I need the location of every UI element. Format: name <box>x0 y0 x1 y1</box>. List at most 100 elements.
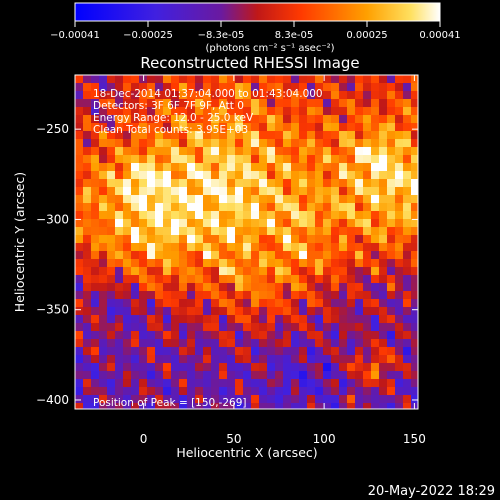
heatmap-cell <box>403 195 412 204</box>
heatmap-cell <box>355 339 364 348</box>
heatmap-cell <box>251 147 260 156</box>
heatmap-cell <box>371 379 380 388</box>
heatmap-cell <box>235 395 244 404</box>
heatmap-cell <box>203 395 212 404</box>
heatmap-cell <box>99 299 108 308</box>
colorbar-tick-label: −8.3e-05 <box>198 30 245 41</box>
heatmap-cell <box>339 379 348 388</box>
heatmap-cell <box>203 299 212 308</box>
heatmap-cell <box>291 259 300 268</box>
heatmap-cell <box>139 171 148 180</box>
heatmap-cell <box>355 83 364 92</box>
heatmap-cell <box>299 355 308 364</box>
heatmap-cell <box>307 355 316 364</box>
heatmap-cell <box>307 387 316 396</box>
heatmap-cell <box>267 203 276 212</box>
heatmap-cell <box>227 83 236 92</box>
heatmap-cell <box>243 211 252 220</box>
heatmap-cell <box>163 403 172 409</box>
heatmap-cell <box>123 83 132 92</box>
heatmap-cell <box>75 339 84 348</box>
heatmap-cell <box>411 235 418 244</box>
heatmap-cell <box>315 347 324 356</box>
heatmap-cell <box>331 323 340 332</box>
heatmap-cell <box>139 203 148 212</box>
heatmap-cell <box>323 243 332 252</box>
heatmap-cell <box>339 83 348 92</box>
heatmap-cell <box>323 179 332 188</box>
heatmap-cell <box>275 251 284 260</box>
heatmap-cell <box>283 131 292 140</box>
heatmap-cell <box>243 395 252 404</box>
heatmap-cell <box>323 139 332 148</box>
heatmap-cell <box>187 283 196 292</box>
heatmap-cell <box>355 355 364 364</box>
heatmap-cell <box>259 83 268 92</box>
heatmap-cell <box>251 155 260 164</box>
heatmap-cell <box>171 331 180 340</box>
heatmap-cell <box>395 195 404 204</box>
heatmap-cell <box>403 307 412 316</box>
heatmap-cell <box>139 339 148 348</box>
heatmap-cell <box>251 83 260 92</box>
heatmap-cell <box>243 83 252 92</box>
heatmap-cell <box>251 211 260 220</box>
heatmap-cell <box>203 91 212 100</box>
heatmap-cell <box>379 211 388 220</box>
heatmap-cell <box>75 83 84 92</box>
heatmap-cell <box>291 299 300 308</box>
heatmap-cell <box>283 315 292 324</box>
heatmap-cell <box>179 179 188 188</box>
heatmap-cell <box>283 379 292 388</box>
heatmap-cell <box>187 147 196 156</box>
heatmap-cell <box>299 299 308 308</box>
heatmap-cell <box>251 243 260 252</box>
heatmap-cell <box>363 163 372 172</box>
heatmap-cell <box>371 195 380 204</box>
heatmap-cell <box>403 115 412 124</box>
heatmap-cell <box>179 211 188 220</box>
heatmap-cell <box>123 323 132 332</box>
heatmap-cell <box>195 123 204 132</box>
heatmap-cell <box>83 99 92 108</box>
heatmap-cell <box>251 131 260 140</box>
heatmap-cell <box>235 147 244 156</box>
heatmap-cell <box>115 371 124 380</box>
heatmap-cell <box>411 155 418 164</box>
heatmap-cell <box>171 131 180 140</box>
heatmap-cell <box>299 107 308 116</box>
heatmap-cell <box>307 147 316 156</box>
heatmap-cell <box>235 371 244 380</box>
heatmap-cell <box>243 243 252 252</box>
heatmap-cell <box>243 355 252 364</box>
heatmap-cell <box>403 131 412 140</box>
heatmap-cell <box>267 363 276 372</box>
heatmap-cell <box>99 219 108 228</box>
heatmap-cell <box>371 83 380 92</box>
heatmap-cell <box>355 131 364 140</box>
heatmap-cell <box>75 123 84 132</box>
heatmap-cell <box>411 315 418 324</box>
heatmap-cell <box>203 363 212 372</box>
heatmap-cell <box>123 243 132 252</box>
heatmap-cell <box>371 315 380 324</box>
heatmap-cell <box>331 75 340 84</box>
heatmap-cell <box>411 219 418 228</box>
heatmap-cell <box>371 363 380 372</box>
heatmap-cell <box>227 339 236 348</box>
heatmap-cell <box>227 267 236 276</box>
heatmap-cell <box>403 203 412 212</box>
heatmap-cell <box>171 211 180 220</box>
heatmap-cell <box>115 315 124 324</box>
heatmap-cell <box>331 99 340 108</box>
heatmap-cell <box>379 259 388 268</box>
heatmap-cell <box>99 179 108 188</box>
heatmap-cell <box>283 139 292 148</box>
heatmap-cell <box>411 91 418 100</box>
heatmap-cell <box>219 75 228 84</box>
heatmap-cell <box>307 99 316 108</box>
heatmap-cell <box>379 251 388 260</box>
heatmap-cell <box>347 331 356 340</box>
heatmap-cell <box>259 179 268 188</box>
heatmap-cell <box>171 355 180 364</box>
